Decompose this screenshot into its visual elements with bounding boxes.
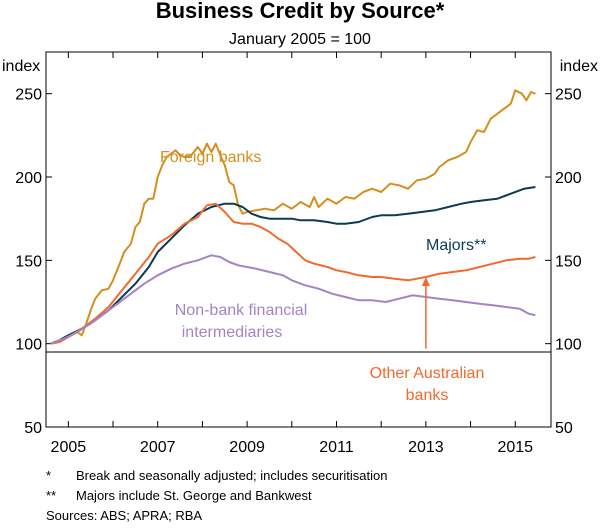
- y-tick-label-right: 150: [555, 253, 582, 270]
- y-tick-label-right: 50: [555, 420, 573, 437]
- footnote-mark: *: [46, 468, 52, 483]
- left-axis-unit: index: [2, 58, 40, 75]
- x-tick-label: 2015: [497, 439, 533, 456]
- series-line-other-australian-banks: [50, 202, 536, 345]
- y-tick-label-left: 200: [15, 170, 42, 187]
- annotation-arrow-head: [421, 277, 430, 286]
- y-tick-label-left: 250: [15, 87, 42, 104]
- y-tick-label-right: 100: [555, 337, 582, 354]
- chart-subtitle: January 2005 = 100: [229, 31, 371, 48]
- y-tick-label-right: 200: [555, 170, 582, 187]
- label-foreign-banks: Foreign banks: [160, 149, 261, 166]
- footnote-mark: **: [46, 488, 57, 503]
- x-tick-label: 2013: [408, 439, 444, 456]
- chart: Business Credit by Source* January 2005 …: [2, 0, 598, 456]
- label-nbfi-line2: intermediaries: [182, 324, 282, 341]
- footnote-row: ** Majors include St. George and Bankwes…: [46, 486, 387, 506]
- label-other-australian-banks-line1: Other Australian: [370, 365, 485, 382]
- label-majors: Majors**: [426, 237, 486, 254]
- footnote-text: Break and seasonally adjusted; includes …: [76, 468, 388, 483]
- sources: Sources: ABS; APRA; RBA: [46, 508, 203, 523]
- x-tick-label: 2005: [51, 439, 87, 456]
- y-tick-label-right: 250: [555, 87, 582, 104]
- label-other-australian-banks-line2: banks: [406, 387, 449, 404]
- label-nbfi-line1: Non-bank financial: [175, 302, 308, 319]
- y-tick-label-left: 50: [24, 420, 42, 437]
- series-line-foreign-banks: [50, 89, 536, 345]
- footnotes: * Break and seasonally adjusted; include…: [46, 466, 387, 526]
- x-tick-label: 2009: [229, 439, 265, 456]
- chart-title: Business Credit by Source*: [156, 0, 445, 23]
- footnote-row: * Break and seasonally adjusted; include…: [46, 466, 387, 486]
- y-tick-label-left: 100: [15, 337, 42, 354]
- y-tick-label-left: 150: [15, 253, 42, 270]
- series-line-majors: [50, 186, 536, 345]
- x-tick-label: 2011: [319, 439, 354, 456]
- plot-frame: [45, 51, 552, 428]
- footnote-text: Majors include St. George and Bankwest: [76, 488, 312, 503]
- right-axis-unit: index: [560, 58, 598, 75]
- x-tick-label: 2007: [140, 439, 176, 456]
- series-line-non-bank-financial-intermediaries: [50, 254, 536, 345]
